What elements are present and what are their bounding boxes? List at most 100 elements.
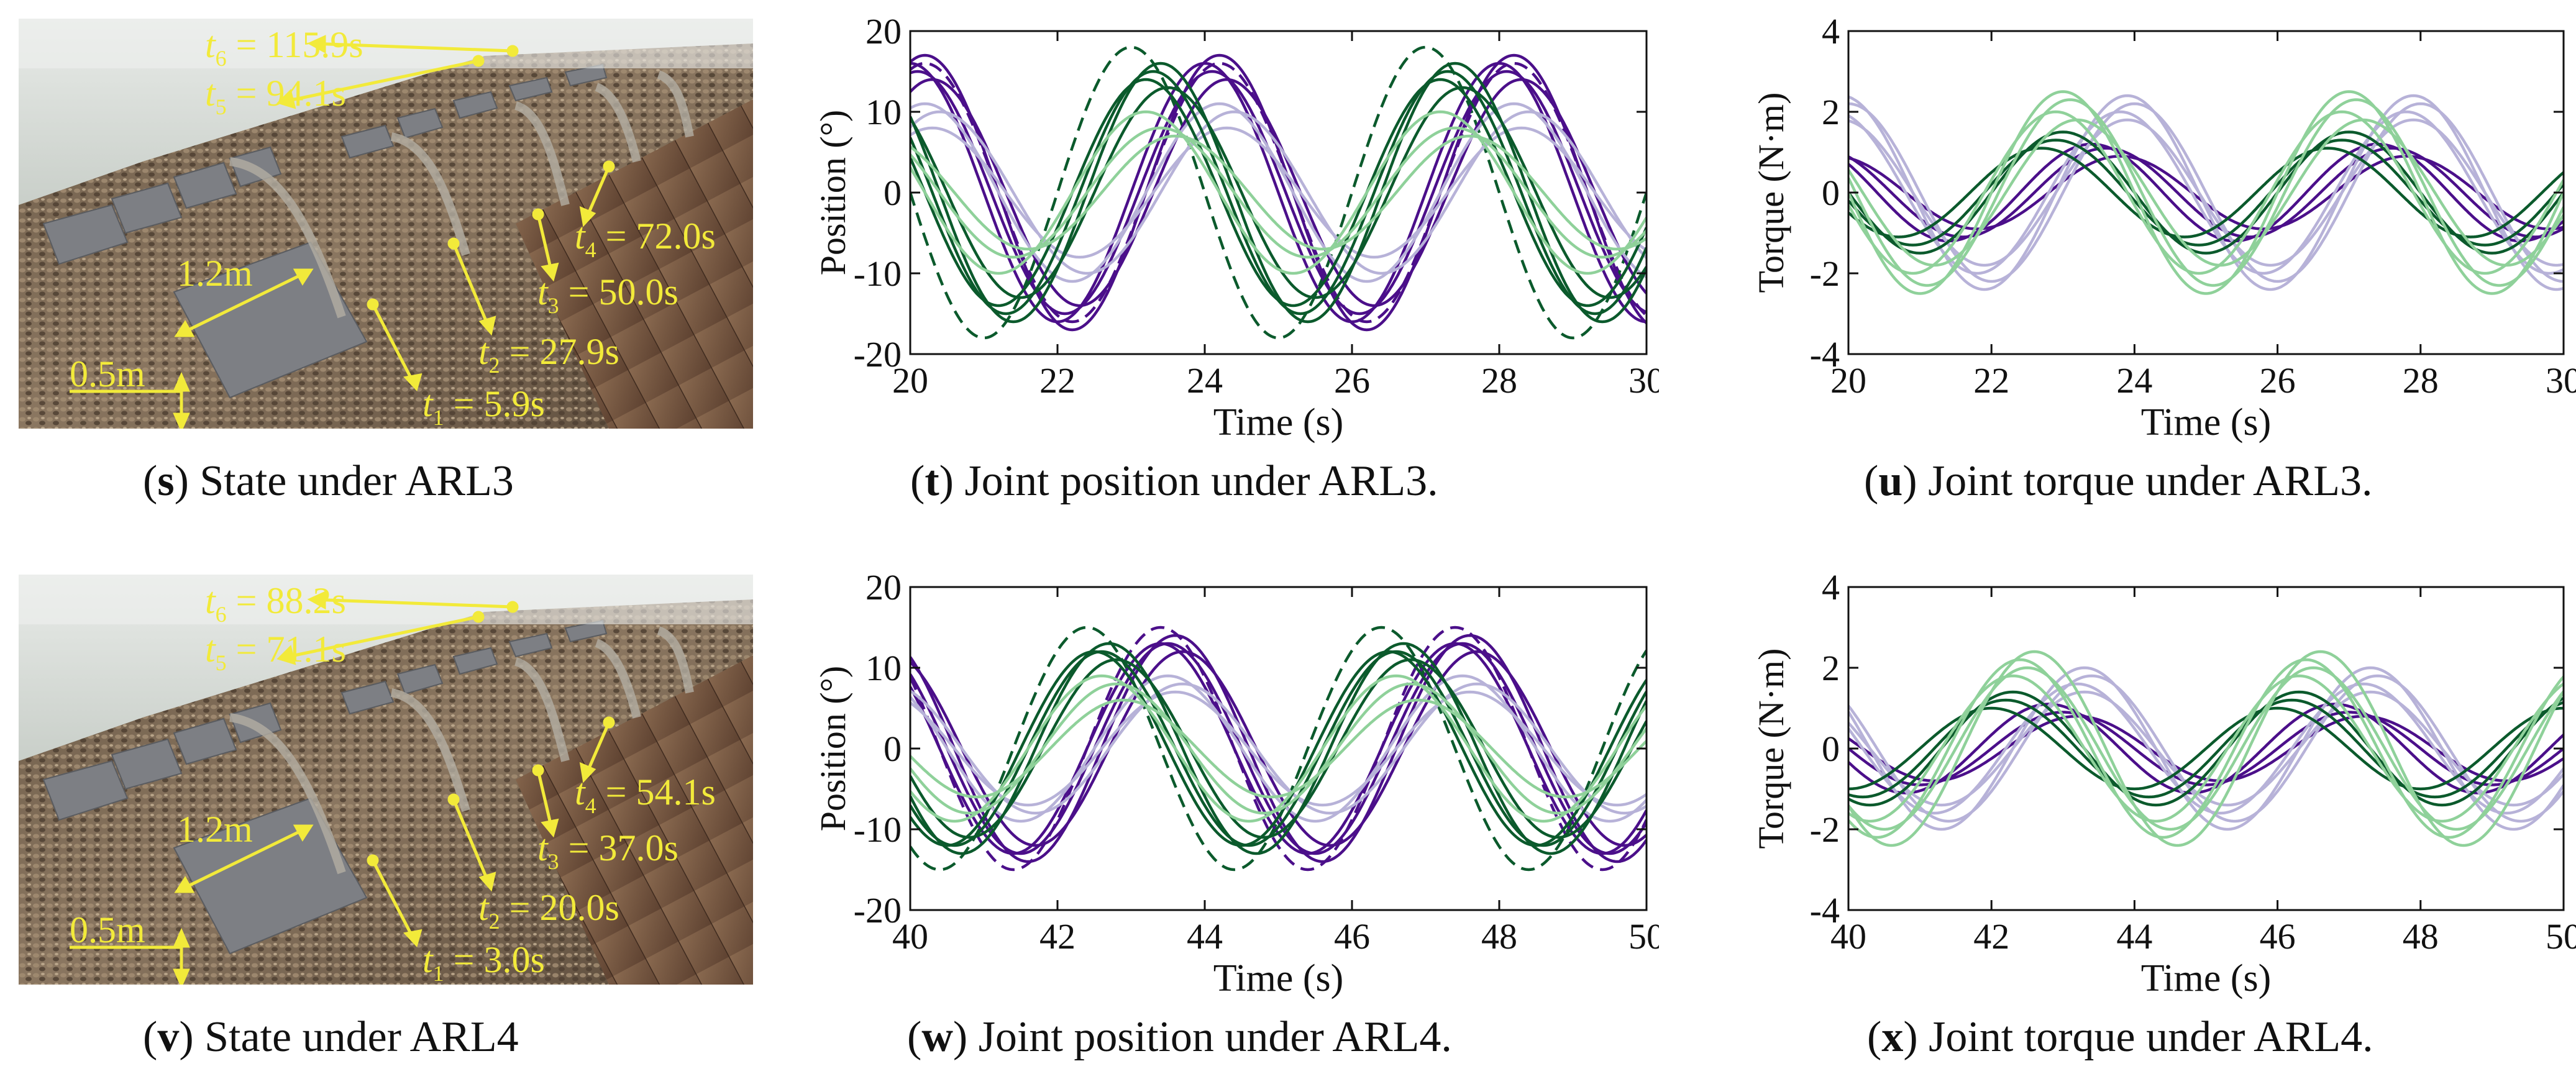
x-tick-label: 42	[1973, 916, 2009, 957]
svg-text:t4 = 72.0s: t4 = 72.0s	[575, 216, 716, 262]
series-line	[1848, 690, 2564, 807]
y-tick-label: -20	[854, 890, 902, 931]
series-line	[910, 134, 1647, 251]
x-tick-label: 28	[1481, 360, 1517, 401]
y-tick-label: -10	[854, 253, 902, 294]
caption-v: (v) State under ARL4	[143, 1013, 519, 1061]
y-tick-label: -2	[1810, 809, 1840, 850]
svg-text:t5 = 94.1s: t5 = 94.1s	[205, 73, 346, 119]
svg-text:t5 = 71.1s: t5 = 71.1s	[205, 629, 346, 675]
x-tick-label: 48	[2403, 916, 2439, 957]
x-tick-label: 50	[2546, 916, 2576, 957]
series-line	[910, 110, 1647, 275]
x-tick-label: 24	[2116, 360, 2152, 401]
series-line	[910, 674, 1647, 823]
svg-text:t3 = 37.0s: t3 = 37.0s	[537, 827, 678, 874]
svg-text:1.2m: 1.2m	[177, 253, 253, 294]
series-line	[910, 642, 1647, 855]
x-tick-label: 20	[892, 360, 928, 401]
series-group	[1848, 650, 2564, 847]
x-axis-label: Time (s)	[2141, 957, 2272, 999]
x-tick-label: 26	[1334, 360, 1370, 401]
y-tick-label: -4	[1810, 890, 1840, 931]
svg-text:t4 = 54.1s: t4 = 54.1s	[575, 772, 716, 818]
y-tick-label: -2	[1810, 253, 1840, 294]
caption-s: (s) State under ARL3	[143, 457, 514, 505]
annotation-overlay-v: t6 = 88.2s t5 = 71.1s t4 = 54.1s t3 = 37…	[70, 580, 716, 985]
y-tick-label: -4	[1810, 334, 1840, 375]
caption-w: (w) Joint position under ARL4.	[907, 1013, 1452, 1061]
y-tick-label: 20	[866, 19, 902, 52]
y-tick-label: 10	[866, 648, 902, 688]
series-line	[1848, 118, 2564, 267]
svg-text:0.5m: 0.5m	[70, 353, 145, 394]
svg-text:t3 = 50.0s: t3 = 50.0s	[537, 271, 678, 318]
x-tick-label: 44	[2116, 916, 2152, 957]
y-tick-label: -20	[854, 334, 902, 375]
caption-u: (u) Joint torque under ARL3.	[1864, 457, 2373, 505]
series-line	[1848, 118, 2564, 267]
series-line	[910, 650, 1647, 847]
y-axis-label: Torque (N·m)	[1751, 649, 1791, 849]
series-line	[910, 45, 1647, 340]
svg-text:t2 = 27.9s: t2 = 27.9s	[478, 331, 619, 378]
series-line	[910, 78, 1647, 307]
x-tick-label: 46	[2260, 916, 2296, 957]
x-axis-label: Time (s)	[1213, 957, 1344, 999]
y-tick-label: 10	[866, 92, 902, 132]
series-line	[910, 690, 1647, 807]
y-tick-label: 0	[1822, 729, 1840, 769]
x-tick-label: 30	[2546, 360, 2576, 401]
y-tick-label: 0	[884, 729, 902, 769]
x-tick-label: 28	[2403, 360, 2439, 401]
series-line	[1848, 650, 2564, 847]
svg-text:t6 = 115.9s: t6 = 115.9s	[205, 24, 363, 71]
svg-text:0.5m: 0.5m	[70, 909, 145, 950]
svg-text:1.2m: 1.2m	[177, 809, 253, 850]
series-line	[1848, 711, 2564, 786]
series-line	[1848, 102, 2564, 283]
y-tick-label: 0	[884, 173, 902, 213]
x-tick-label: 30	[1628, 360, 1659, 401]
x-tick-label: 24	[1187, 360, 1223, 401]
annotation-overlay-s: t6 = 115.9s t5 = 94.1s t4 = 72.0s t3 = 5…	[70, 24, 716, 429]
y-tick-label: 4	[1822, 19, 1840, 52]
x-tick-label: 50	[1628, 916, 1659, 957]
series-line	[1848, 110, 2564, 275]
series-group	[1848, 90, 2564, 295]
series-line	[910, 61, 1647, 324]
x-tick-label: 20	[1830, 360, 1866, 401]
position-chart-arl4: 40 42 44 46 48 50 -20 -10 0 10 20 Time (s) Position …	[813, 575, 1659, 999]
x-tick-label: 22	[1039, 360, 1076, 401]
x-tick-label: 22	[1973, 360, 2009, 401]
svg-text:t1 = 5.9s: t1 = 5.9s	[422, 383, 545, 429]
x-tick-label: 46	[1334, 916, 1370, 957]
y-axis-label: Position (°)	[813, 666, 853, 832]
x-tick-label: 42	[1039, 916, 1076, 957]
y-tick-label: 0	[1822, 173, 1840, 213]
x-tick-label: 48	[1481, 916, 1517, 957]
y-tick-label: 20	[866, 575, 902, 608]
terrain-photo-v	[19, 575, 753, 985]
series-group	[910, 45, 1647, 340]
series-line	[1848, 110, 2564, 275]
x-axis-label: Time (s)	[2141, 401, 2272, 444]
y-tick-label: -10	[854, 809, 902, 850]
caption-x: (x) Joint torque under ARL4.	[1867, 1013, 2373, 1061]
y-tick-label: 2	[1822, 92, 1840, 132]
series-line	[910, 110, 1647, 275]
torque-chart-arl4: 40 42 44 46 48 50 -4 -2 0 2 4 Time (s) Torque (N·m)	[1751, 575, 2576, 999]
series-line	[910, 682, 1647, 815]
terrain-photo-s	[19, 19, 753, 429]
series-line	[910, 86, 1647, 299]
x-axis-label: Time (s)	[1213, 401, 1344, 444]
position-chart-arl3: 20 22 24 26 28 30 -20 -10 0 10 20 Time (s) Position …	[813, 19, 1659, 444]
x-tick-label: 26	[2260, 360, 2296, 401]
y-axis-label: Torque (N·m)	[1751, 93, 1791, 293]
svg-text:t2 = 20.0s: t2 = 20.0s	[478, 887, 619, 934]
x-tick-label: 40	[892, 916, 928, 957]
series-line	[1848, 98, 2564, 287]
series-line	[1848, 703, 2564, 794]
y-axis-label: Position (°)	[813, 110, 853, 276]
